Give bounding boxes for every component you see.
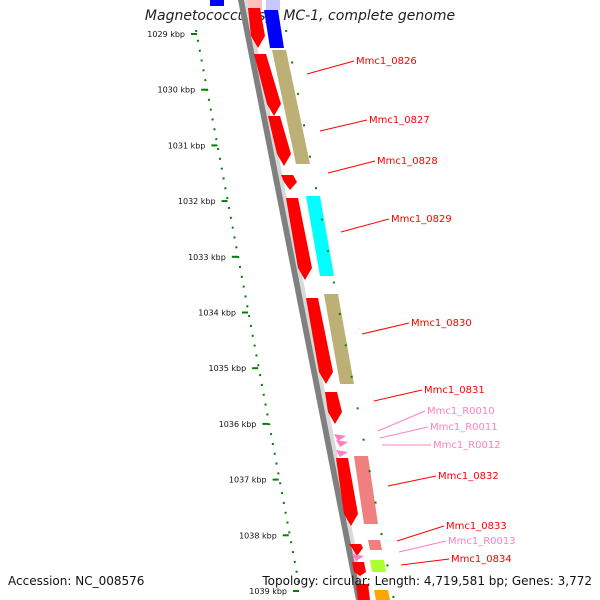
scale-label: 1037 kbp bbox=[229, 476, 267, 485]
feature-cds-0831 bbox=[325, 392, 342, 424]
scale-label: 1039 kbp bbox=[249, 587, 287, 596]
gene-labels: Mmc1_0826 Mmc1_0827 Mmc1_0828 Mmc1_0829 Mmc1… bbox=[356, 56, 516, 565]
scale-label: 1035 kbp bbox=[208, 364, 246, 373]
gene-label[interactable]: Mmc1_0832 bbox=[438, 471, 499, 482]
outer-track bbox=[285, 29, 395, 600]
gene-label[interactable]: Mmc1_R0013 bbox=[448, 536, 516, 547]
gene-label[interactable]: Mmc1_0834 bbox=[451, 554, 512, 565]
feature-cds-0832 bbox=[336, 458, 358, 526]
feature-cds-0833 bbox=[349, 544, 363, 556]
gene-label[interactable]: Mmc1_0826 bbox=[356, 56, 417, 67]
gene-label[interactable]: Mmc1_0827 bbox=[369, 115, 430, 126]
label-connectors bbox=[306, 60, 450, 566]
accession-text: Accession: NC_008576 bbox=[8, 574, 145, 588]
feature-cds-0834 bbox=[352, 562, 366, 576]
feature-outer-khaki-1 bbox=[272, 50, 310, 164]
gene-label[interactable]: Mmc1_0829 bbox=[391, 214, 452, 225]
feature-partial-blue-top bbox=[210, 0, 224, 6]
scale-label: 1030 kbp bbox=[157, 86, 195, 95]
feature-rna-r0013 bbox=[352, 554, 364, 561]
label-connector bbox=[377, 410, 426, 432]
topology-summary: Topology: circular; Length: 4,719,581 bp… bbox=[262, 574, 592, 588]
genome-backbone-highlight bbox=[244, 0, 366, 600]
map-title: Magnetococcus sp. MC-1, complete genome bbox=[144, 8, 456, 24]
scale-label: 1036 kbp bbox=[219, 420, 257, 429]
label-connector bbox=[373, 389, 423, 402]
feature-outer-cyan bbox=[306, 196, 334, 276]
feature-partial-pink-top bbox=[248, 0, 262, 10]
label-connector bbox=[379, 426, 429, 439]
gene-label[interactable]: Mmc1_0828 bbox=[377, 156, 438, 167]
feature-cds-0830 bbox=[306, 298, 333, 384]
label-connector bbox=[319, 119, 368, 132]
label-connector bbox=[361, 322, 410, 335]
feature-cds-0826 bbox=[254, 54, 281, 116]
feature-cds-0828 bbox=[281, 175, 297, 190]
gene-label[interactable]: Mmc1_0831 bbox=[424, 385, 485, 396]
scale-label: 1033 kbp bbox=[188, 253, 226, 262]
genome-backbone bbox=[238, 0, 362, 600]
scale-label: 1029 kbp bbox=[147, 30, 185, 39]
feature-cds-0825 bbox=[248, 8, 265, 48]
feature-outer-khaki-2 bbox=[324, 294, 354, 384]
feature-outer-green bbox=[370, 560, 386, 572]
feature-cds-0827 bbox=[268, 116, 291, 166]
label-connector bbox=[306, 60, 355, 75]
label-connector bbox=[340, 218, 390, 233]
feature-cds-bottom bbox=[356, 584, 370, 600]
scale-label: 1031 kbp bbox=[168, 141, 206, 150]
label-connector bbox=[400, 558, 450, 566]
feature-rna-r0012 bbox=[336, 450, 348, 457]
label-connector bbox=[398, 540, 447, 553]
label-connector bbox=[327, 160, 376, 174]
gene-label[interactable]: Mmc1_R0010 bbox=[427, 406, 495, 417]
feature-rna-r0010 bbox=[334, 434, 346, 441]
feature-outer-blue bbox=[264, 10, 284, 48]
label-connector bbox=[396, 525, 445, 542]
feature-outer-salmon-1 bbox=[354, 456, 378, 524]
gene-label[interactable]: Mmc1_R0011 bbox=[430, 422, 498, 433]
label-connector bbox=[387, 475, 437, 487]
scale-label: 1034 kbp bbox=[198, 309, 236, 318]
feature-partial-lightblue-top bbox=[266, 0, 280, 10]
gene-label[interactable]: Mmc1_R0012 bbox=[433, 440, 501, 451]
gene-label[interactable]: Mmc1_0830 bbox=[411, 318, 472, 329]
feature-outer-orange bbox=[374, 590, 390, 600]
feature-cds-0829 bbox=[286, 198, 312, 280]
scale-label: 1032 kbp bbox=[178, 197, 216, 206]
feature-outer-salmon-2 bbox=[368, 540, 382, 550]
scale-label: 1038 kbp bbox=[239, 531, 277, 540]
feature-rna-r0011 bbox=[336, 440, 348, 447]
gene-label[interactable]: Mmc1_0833 bbox=[446, 521, 507, 532]
scale-group: 1029 kbp 1030 kbp 1031 kbp 1032 kbp 1033 kbp… bbox=[147, 30, 299, 596]
